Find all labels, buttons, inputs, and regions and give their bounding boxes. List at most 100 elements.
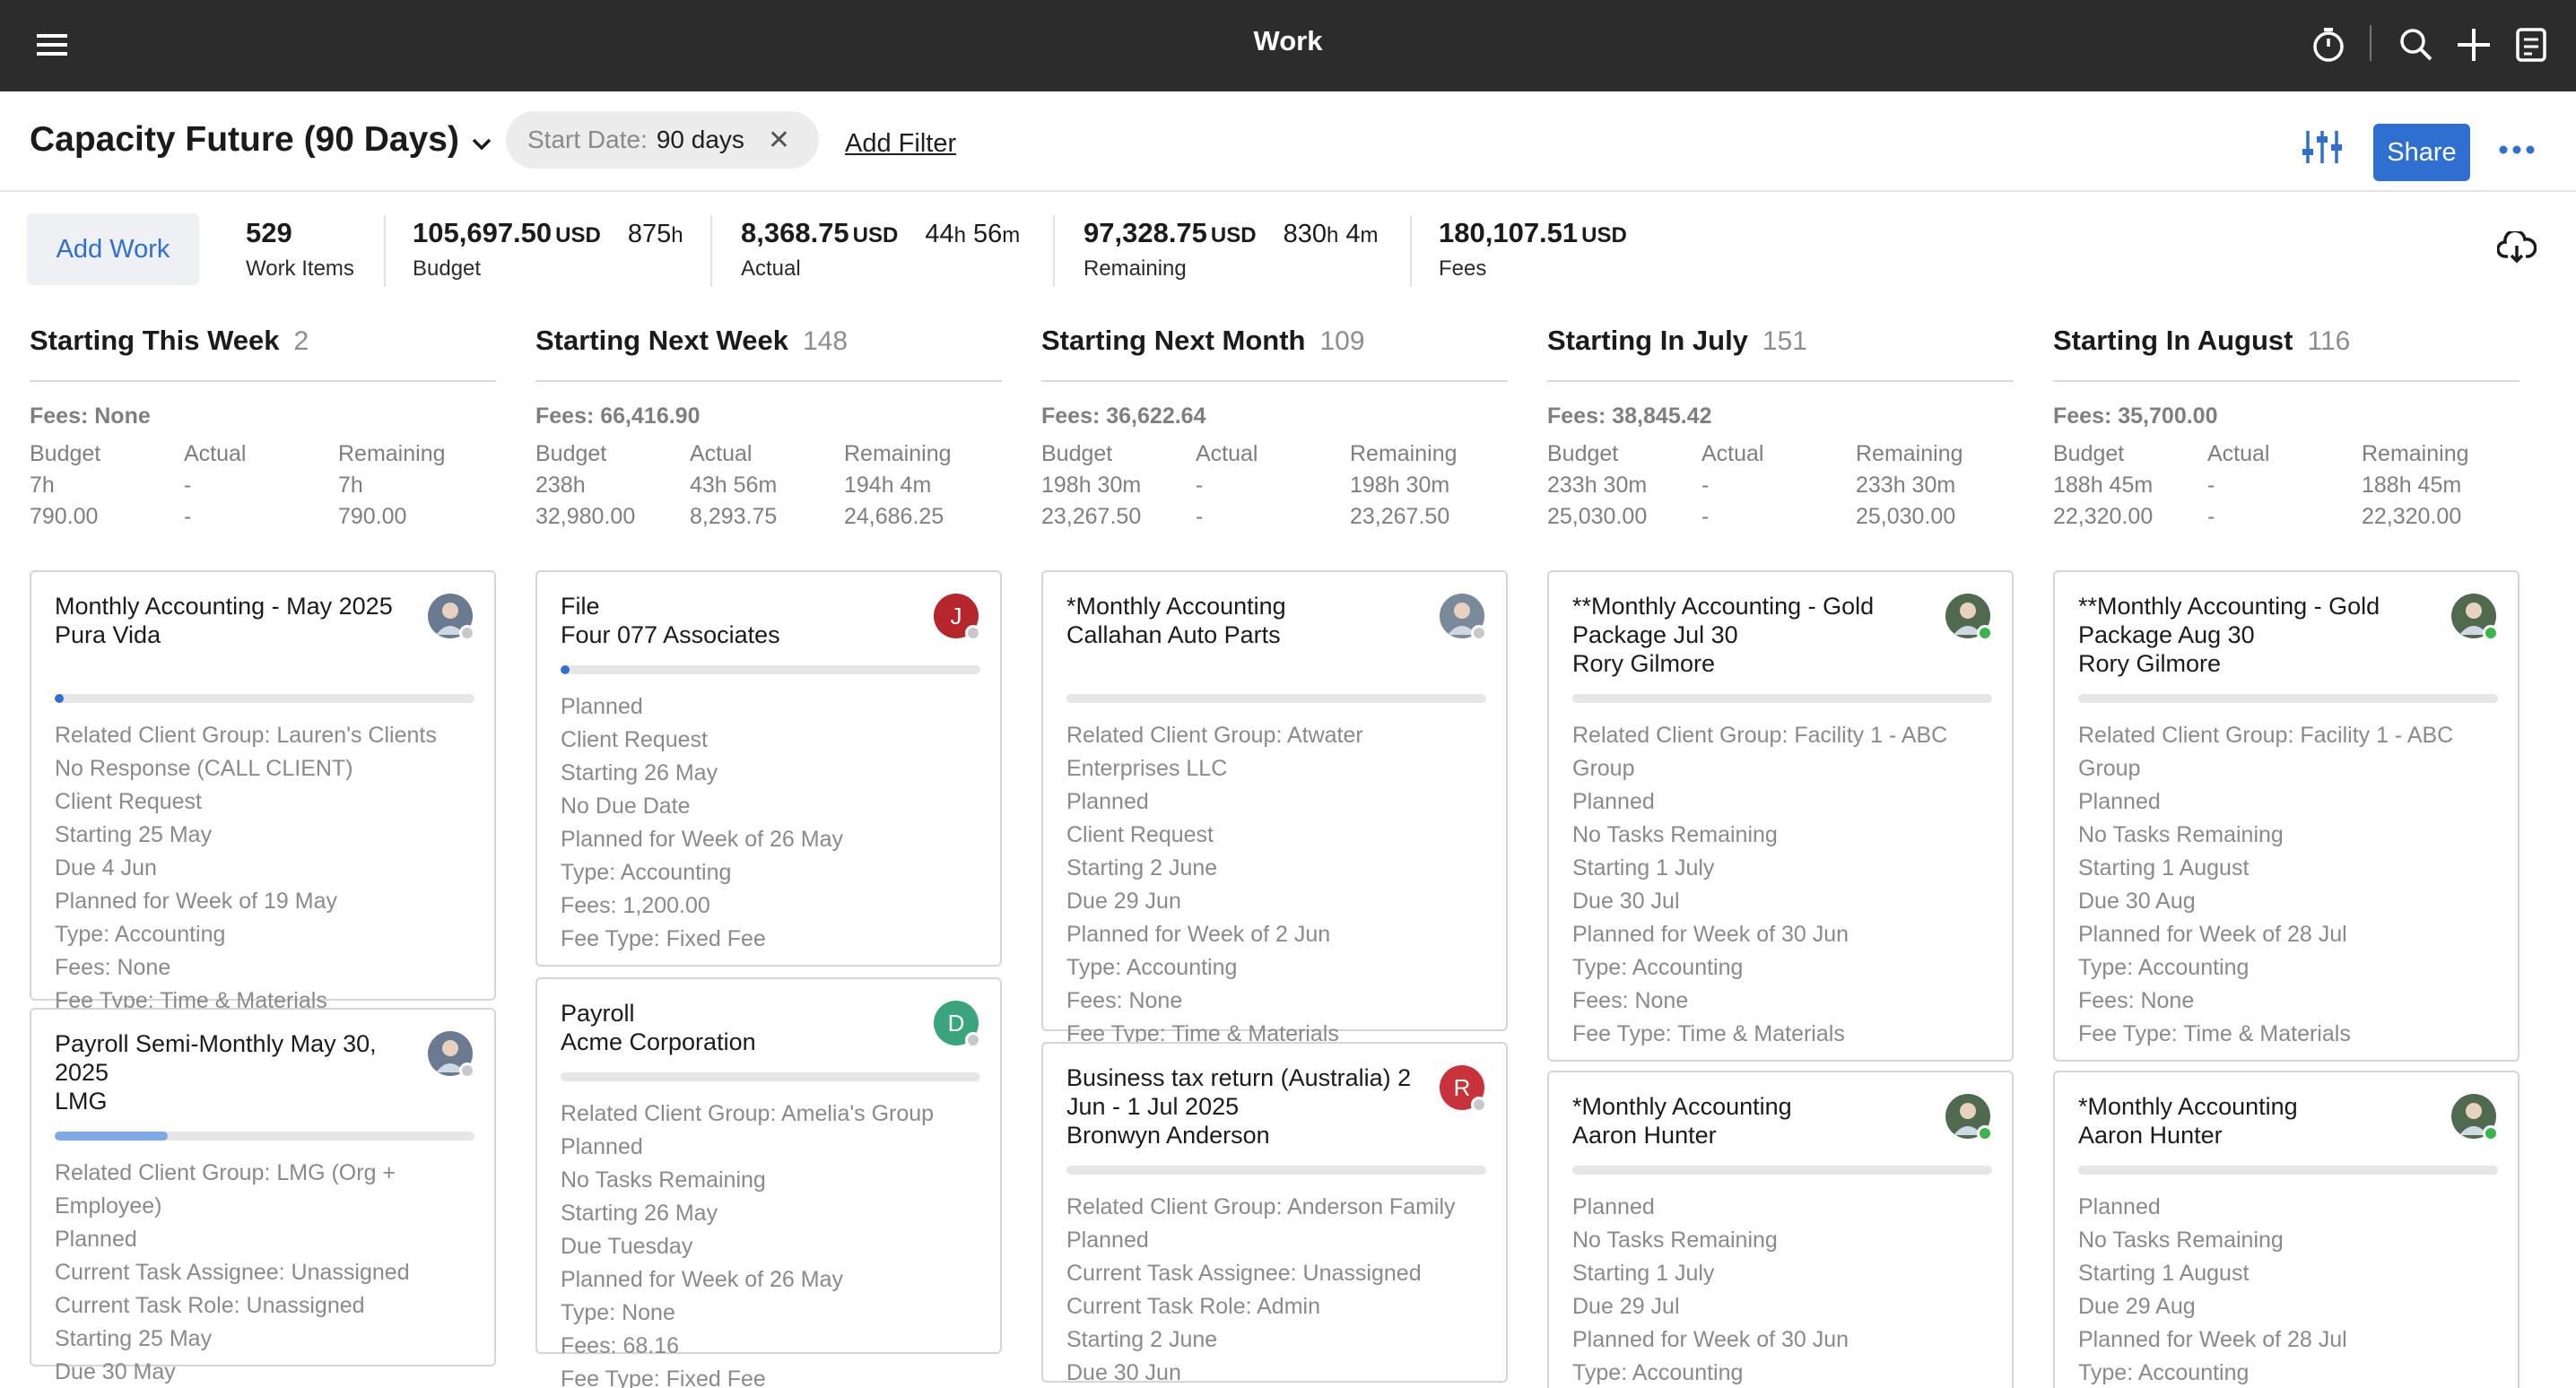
- cloud-download-icon[interactable]: [2496, 229, 2537, 268]
- view-selector[interactable]: Capacity Future (90 Days): [30, 120, 492, 160]
- notes-icon[interactable]: [2506, 20, 2556, 70]
- board-column: Starting Next Month 109 Fees: 36,622.64 Bud…: [1041, 325, 1508, 1385]
- card-detail-line: Planned for Week of 30 Jun: [1572, 922, 1849, 947]
- work-item-card[interactable]: *Monthly Accounting Aaron Hunter Planned N…: [2053, 1071, 2519, 1388]
- totals-value: 233h 30m: [1856, 473, 1956, 498]
- add-work-button[interactable]: Add Work: [27, 213, 199, 285]
- card-title: *Monthly Accounting Aaron Hunter: [2078, 1093, 2298, 1149]
- avatar[interactable]: [428, 1031, 475, 1079]
- plus-icon[interactable]: [2449, 20, 2499, 70]
- close-icon[interactable]: ✕: [767, 125, 791, 155]
- status-dot: [459, 625, 475, 641]
- totals-value: 25,030.00: [1547, 504, 1648, 529]
- totals-header: Remaining: [1856, 441, 1963, 466]
- start-date-filter-chip[interactable]: Start Date: 90 days ✕: [506, 111, 820, 169]
- totals-value: 22,320.00: [2053, 504, 2154, 529]
- avatar[interactable]: [2451, 594, 2499, 641]
- column-totals: Budget Actual Remaining 198h 30m - 198h 30m 23…: [1041, 441, 1508, 532]
- share-button[interactable]: Share: [2373, 124, 2470, 181]
- card-detail-line: Fee Type: Time & Materials: [1572, 1021, 1845, 1046]
- card-title: **Monthly Accounting - Gold Package Aug …: [2078, 593, 2380, 677]
- card-detail-line: No Tasks Remaining: [1572, 822, 1778, 847]
- work-item-card[interactable]: Payroll Acme Corporation D Related Client …: [535, 977, 1002, 1388]
- status-dot: [1471, 1097, 1487, 1113]
- card-detail-line: Due 4 Jun: [55, 855, 157, 881]
- card-detail-line: Planned for Week of 28 Jul: [2078, 922, 2347, 947]
- column-title: Starting This Week: [30, 325, 280, 356]
- user-photo-icon: [2459, 603, 2488, 635]
- card-detail-line: Planned: [561, 694, 643, 719]
- card-detail-line: No Response (CALL CLIENT): [55, 756, 353, 781]
- card-detail-line: Type: Accounting: [561, 860, 732, 885]
- column-count: 2: [293, 326, 309, 356]
- column-header[interactable]: Starting Next Week 148: [535, 325, 1002, 382]
- avatar[interactable]: D: [934, 1001, 981, 1048]
- card-detail-line: Type: Accounting: [1572, 955, 1744, 980]
- fees-unit: USD: [1581, 223, 1627, 247]
- card-detail-line: Planned: [1572, 1194, 1655, 1219]
- work-items-label: Work Items: [246, 256, 354, 281]
- work-item-card[interactable]: Payroll Semi-Monthly May 30, 2025 LMG Rel…: [30, 1008, 496, 1384]
- card-detail-line: Due 30 Aug: [2078, 889, 2196, 914]
- card-detail-line: Due 30 Jun: [1066, 1360, 1181, 1385]
- work-item-card[interactable]: **Monthly Accounting - Gold Package Jul …: [1547, 570, 2014, 1062]
- search-icon[interactable]: [2391, 20, 2441, 70]
- menu-icon[interactable]: [27, 20, 77, 70]
- status-dot: [2483, 1125, 2499, 1141]
- card-detail-line: Due 30 Jul: [1572, 889, 1680, 914]
- card-detail-line: Current Task Role: Admin: [1066, 1294, 1320, 1319]
- avatar[interactable]: [428, 594, 475, 641]
- work-item-card[interactable]: *Monthly Accounting Callahan Auto Parts R…: [1041, 570, 1508, 1046]
- work-item-card[interactable]: File Four 077 Associates J Planned Client R…: [535, 570, 1002, 967]
- timer-icon[interactable]: [2303, 20, 2354, 70]
- status-dot: [459, 1063, 475, 1079]
- column-header[interactable]: Starting In July 151: [1547, 325, 2014, 382]
- card-detail-line: Type: None: [561, 1300, 675, 1325]
- progress-bar: [1066, 694, 1486, 703]
- totals-value: 23,267.50: [1041, 504, 1142, 529]
- column-header[interactable]: Starting Next Month 109: [1041, 325, 1508, 382]
- card-detail-line: Planned: [2078, 789, 2161, 814]
- divider: [1053, 215, 1055, 287]
- avatar[interactable]: [2451, 1094, 2499, 1141]
- avatar[interactable]: R: [1440, 1065, 1487, 1113]
- card-detail-line: Related Client Group: Amelia's Group: [561, 1101, 935, 1126]
- work-item-card[interactable]: Monthly Accounting - May 2025 Pura Vida R…: [30, 570, 496, 1013]
- more-options-icon[interactable]: [2499, 143, 2535, 160]
- work-item-card[interactable]: *Monthly Accounting Aaron Hunter Planned N…: [1547, 1071, 2014, 1388]
- totals-value: 43h 56m: [690, 473, 778, 498]
- avatar[interactable]: [1440, 594, 1487, 641]
- totals-value: 24,686.25: [844, 504, 944, 529]
- totals-header: Budget: [535, 441, 607, 466]
- column-totals: Budget Actual Remaining 238h 43h 56m 194h 4m 3…: [535, 441, 1002, 532]
- card-detail-line: Group: [1572, 756, 1635, 781]
- totals-value: 238h: [535, 473, 586, 498]
- board-column: Starting This Week 2 Fees: None Budget Actua…: [30, 325, 496, 1384]
- card-detail-line: Client Request: [1066, 822, 1214, 847]
- totals-header: Remaining: [2362, 441, 2469, 466]
- avatar[interactable]: [1945, 594, 1993, 641]
- card-detail-line: Related Client Group: Facility 1 - ABC: [1572, 723, 1948, 748]
- status-dot: [1471, 625, 1487, 641]
- avatar[interactable]: [1945, 1094, 1993, 1141]
- user-photo-icon: [436, 603, 465, 635]
- card-detail-line: No Tasks Remaining: [1572, 1228, 1778, 1253]
- work-item-card[interactable]: **Monthly Accounting - Gold Package Aug …: [2053, 570, 2519, 1062]
- totals-value: 790.00: [30, 504, 99, 529]
- totals-value: 22,320.00: [2362, 504, 2462, 529]
- progress-bar: [561, 665, 980, 674]
- column-header[interactable]: Starting In August 116: [2053, 325, 2519, 382]
- totals-value: -: [2207, 504, 2215, 529]
- column-header[interactable]: Starting This Week 2: [30, 325, 496, 382]
- add-filter-link[interactable]: Add Filter: [845, 129, 957, 158]
- avatar[interactable]: J: [934, 594, 981, 641]
- totals-value: -: [184, 473, 192, 498]
- card-detail-line: Type: Accounting: [55, 922, 226, 947]
- card-details: Planned No Tasks Remaining Starting 1 Augu…: [2078, 1191, 2491, 1388]
- work-item-card[interactable]: Business tax return (Australia) 2 Jun - …: [1041, 1042, 1508, 1385]
- progress-bar: [561, 1072, 980, 1081]
- sliders-icon[interactable]: [2302, 129, 2343, 169]
- totals-header: Budget: [1041, 441, 1113, 466]
- status-dot: [965, 1032, 981, 1048]
- card-details: Related Client Group: Amelia's Group Plan…: [561, 1097, 973, 1388]
